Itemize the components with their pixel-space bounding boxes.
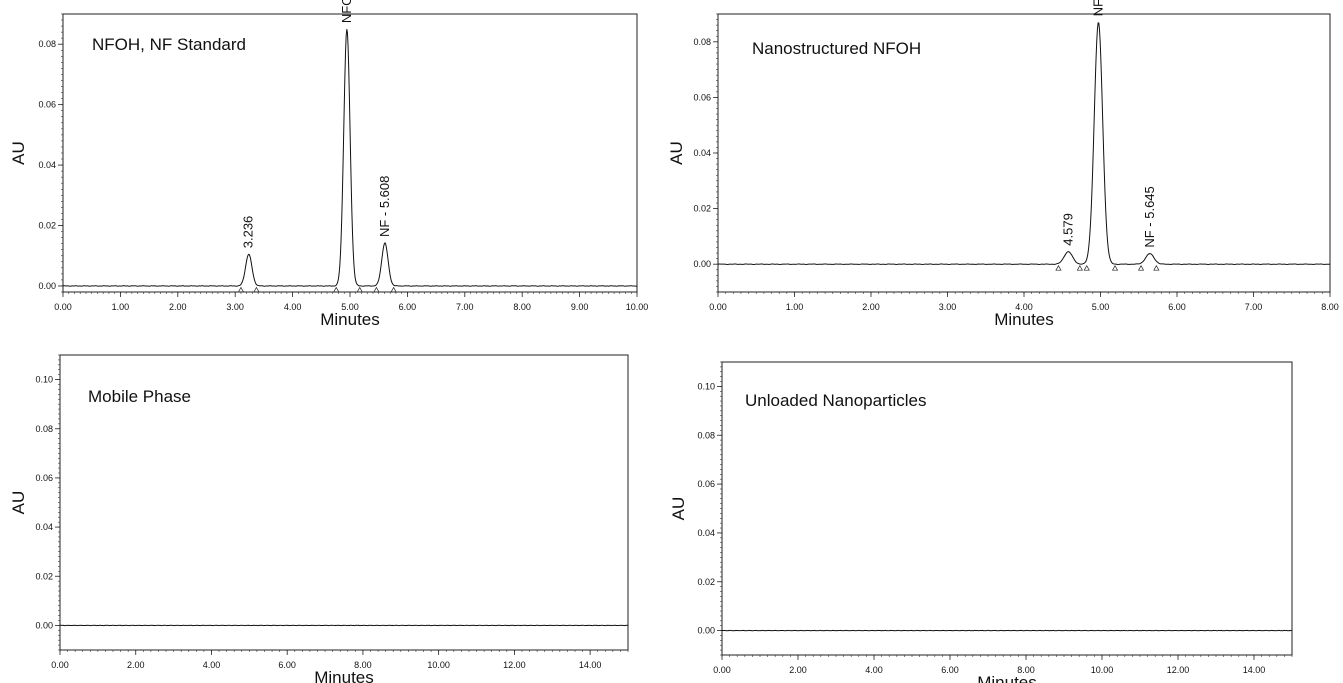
x-tick-label: 8.00	[1017, 665, 1035, 675]
y-tick-label: 0.06	[697, 479, 715, 489]
peak-label: 3.236	[241, 216, 256, 249]
integration-marker	[1083, 264, 1090, 271]
x-tick-label: 7.00	[1245, 302, 1263, 312]
x-tick-label: 9.00	[571, 302, 589, 312]
peak-label: NFOH - 4.946	[339, 0, 354, 23]
y-axis-label: AU	[9, 141, 28, 165]
y-axis-label: AU	[669, 497, 688, 521]
x-tick-label: 3.00	[939, 302, 957, 312]
peak-label: 4.579	[1060, 213, 1075, 246]
chromatogram-trace	[62, 29, 638, 287]
y-tick-label: 0.06	[38, 100, 56, 110]
x-tick-label: 4.00	[284, 302, 302, 312]
peak-label: NFOH - 4.973	[1090, 0, 1105, 16]
x-tick-label: 10.00	[427, 660, 450, 670]
x-tick-label: 8.00	[513, 302, 531, 312]
chromatogram-trace	[717, 22, 1331, 265]
integration-marker	[1137, 264, 1145, 271]
integration-marker	[1055, 264, 1062, 271]
y-tick-label: 0.02	[35, 571, 53, 581]
chart-panel-3: 0.00 2.00 4.00 6.00 8.00 10.00 12.00 14.00 0.00 0…	[9, 354, 629, 683]
integration-marker	[356, 286, 363, 293]
x-tick-label: 2.00	[789, 665, 807, 675]
y-tick-label: 0.08	[697, 430, 715, 440]
integration-marker	[373, 286, 380, 293]
y-axis-label: AU	[9, 491, 28, 515]
integration-marker	[1076, 264, 1083, 271]
x-axis-label: Minutes	[314, 668, 374, 683]
x-tick-label: 4.00	[1015, 302, 1033, 312]
y-tick-label: 0.08	[38, 39, 56, 49]
x-tick-label: 6.00	[1168, 302, 1186, 312]
x-tick-label: 8.00	[354, 660, 372, 670]
y-axis-label: AU	[667, 141, 686, 165]
y-tick-label: 0.02	[697, 577, 715, 587]
x-tick-label: 7.00	[456, 302, 474, 312]
x-tick-label: 5.00	[341, 302, 359, 312]
y-tick-label: 0.00	[697, 626, 715, 636]
x-tick-label: 1.00	[786, 302, 804, 312]
y-tick-label: 0.06	[35, 473, 53, 483]
y-tick-label: 0.04	[693, 148, 711, 158]
x-tick-label: 14.00	[579, 660, 602, 670]
x-tick-label: 0.00	[713, 665, 731, 675]
x-axis-label: Minutes	[320, 310, 380, 329]
y-tick-label: 0.00	[38, 281, 56, 291]
x-tick-label: 2.00	[862, 302, 880, 312]
x-tick-label: 12.00	[1167, 665, 1190, 675]
x-tick-label: 8.00	[1321, 302, 1339, 312]
y-tick-label: 0.10	[697, 381, 715, 391]
x-tick-label: 0.00	[709, 302, 727, 312]
x-tick-label: 4.00	[865, 665, 883, 675]
x-axis-label: Minutes	[994, 310, 1054, 329]
x-tick-label: 14.00	[1243, 665, 1266, 675]
chart-panel-2: 0.00 1.00 2.00 3.00 4.00 5.00 6.00 7.00 8.00 0.00…	[667, 0, 1339, 329]
x-tick-label: 6.00	[399, 302, 417, 312]
plot-frame	[62, 13, 638, 293]
x-tick-label: 3.00	[226, 302, 244, 312]
y-tick-label: 0.00	[35, 620, 53, 630]
integration-marker	[333, 286, 340, 293]
y-tick-label: 0.08	[35, 424, 53, 434]
peak-label: NF - 5.645	[1142, 186, 1157, 247]
y-tick-label: 0.02	[693, 204, 711, 214]
x-tick-label: 2.00	[127, 660, 145, 670]
x-tick-label: 0.00	[54, 302, 72, 312]
y-tick-label: 0.10	[35, 375, 53, 385]
integration-marker	[1111, 264, 1119, 271]
x-tick-label: 4.00	[203, 660, 221, 670]
y-tick-label: 0.04	[35, 522, 53, 532]
x-tick-label: 10.00	[1091, 665, 1114, 675]
integration-marker	[253, 286, 260, 293]
x-tick-label: 2.00	[169, 302, 187, 312]
x-tick-label: 1.00	[112, 302, 130, 312]
chart-panel-1: 0.00 1.00 2.00 3.00 4.00 5.00 6.00 7.00 8.00 9.00…	[9, 0, 648, 329]
peak-label: NF - 5.608	[377, 176, 392, 237]
y-tick-label: 0.02	[38, 221, 56, 231]
x-tick-label: 5.00	[1092, 302, 1110, 312]
x-tick-label: 12.00	[503, 660, 526, 670]
integration-marker	[237, 286, 245, 293]
y-tick-label: 0.08	[693, 37, 711, 47]
y-tick-label: 0.04	[38, 160, 56, 170]
integration-marker	[390, 286, 397, 293]
panel-title: Nanostructured NFOH	[752, 39, 921, 58]
x-tick-label: 6.00	[278, 660, 296, 670]
y-tick-label: 0.06	[693, 92, 711, 102]
x-tick-label: 0.00	[51, 660, 69, 670]
chart-panel-4: 0.00 2.00 4.00 6.00 8.00 10.00 12.00 14.00 0.00 0…	[669, 361, 1293, 683]
y-tick-label: 0.00	[693, 259, 711, 269]
panel-title: NFOH, NF Standard	[92, 35, 246, 54]
x-tick-label: 10.00	[626, 302, 649, 312]
x-axis-label: Minutes	[977, 673, 1037, 683]
integration-marker	[1153, 264, 1160, 271]
panel-title: Unloaded Nanoparticles	[745, 391, 926, 410]
panel-title: Mobile Phase	[88, 387, 191, 406]
y-tick-label: 0.04	[697, 528, 715, 538]
x-tick-label: 6.00	[941, 665, 959, 675]
